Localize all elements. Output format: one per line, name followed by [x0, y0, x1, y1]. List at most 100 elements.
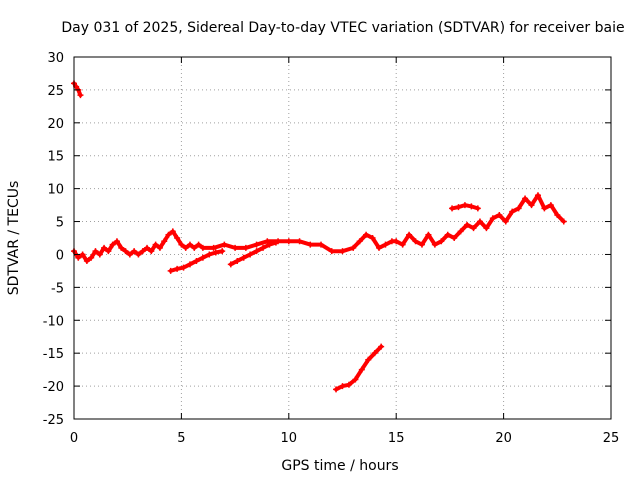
data-point	[253, 248, 260, 255]
data-point	[180, 264, 187, 271]
y-tick-label: -10	[43, 314, 64, 329]
data-point	[468, 203, 475, 210]
data-point	[382, 241, 389, 248]
data-point	[547, 202, 554, 209]
data-point	[232, 244, 239, 251]
data-point	[227, 261, 234, 268]
data-point	[272, 239, 279, 246]
data-point	[418, 241, 425, 248]
data-point	[496, 211, 503, 218]
data-point	[476, 218, 483, 225]
data-point	[457, 228, 464, 235]
data-point	[242, 244, 249, 251]
data-point	[464, 221, 471, 228]
data-point	[358, 366, 365, 373]
data-point	[376, 244, 383, 251]
data-point	[474, 205, 481, 212]
series-line	[72, 81, 83, 98]
data-point	[118, 244, 125, 251]
data-point	[509, 208, 516, 215]
data-point	[560, 218, 567, 225]
x-tick-label: 0	[70, 431, 78, 446]
data-point	[431, 241, 438, 248]
y-tick-label: -5	[51, 281, 64, 296]
data-point	[444, 231, 451, 238]
data-point	[461, 202, 468, 209]
y-tick-label: -15	[43, 347, 64, 362]
data-point	[369, 235, 376, 241]
data-point	[131, 248, 138, 255]
data-point	[221, 241, 228, 248]
data-point	[449, 205, 456, 212]
data-point	[247, 251, 254, 258]
data-series	[449, 202, 481, 212]
data-point	[356, 238, 363, 245]
y-tick-label: 15	[47, 150, 64, 165]
data-point	[182, 244, 189, 251]
data-series	[227, 239, 279, 268]
data-point	[541, 205, 548, 212]
data-point	[83, 258, 90, 265]
data-series	[71, 80, 84, 99]
data-point	[534, 192, 541, 199]
data-series	[333, 343, 385, 393]
x-tick-label: 15	[388, 431, 405, 446]
data-point	[455, 204, 462, 211]
data-point	[425, 231, 432, 238]
data-point	[333, 386, 340, 393]
data-point	[412, 238, 419, 245]
data-point	[156, 244, 163, 251]
data-point	[352, 376, 359, 383]
data-point	[186, 261, 193, 268]
data-point	[438, 238, 445, 245]
data-point	[515, 205, 522, 212]
data-point	[483, 225, 490, 232]
data-point	[79, 251, 86, 258]
data-point	[161, 238, 168, 245]
data-point	[363, 231, 370, 238]
data-point	[174, 235, 181, 241]
data-point	[253, 241, 260, 248]
data-point	[406, 231, 413, 238]
y-tick-label: 25	[47, 84, 64, 99]
data-point	[264, 238, 271, 245]
data-point	[178, 241, 185, 248]
data-point	[234, 258, 241, 265]
data-point	[522, 195, 529, 202]
y-tick-label: 30	[47, 51, 64, 66]
x-tick-label: 25	[603, 431, 620, 446]
data-point	[109, 241, 116, 248]
data-point	[77, 92, 84, 99]
data-point	[96, 251, 103, 258]
data-point	[169, 228, 176, 235]
data-point	[191, 244, 198, 251]
data-point	[210, 244, 217, 251]
data-point	[75, 254, 82, 261]
data-point	[296, 238, 303, 245]
data-point	[148, 248, 155, 255]
y-tick-label: -20	[43, 380, 64, 395]
data-point	[212, 249, 219, 256]
x-axis-label: GPS time / hours	[281, 458, 398, 474]
x-tick-label: 10	[281, 431, 298, 446]
y-tick-label: -25	[43, 413, 64, 428]
data-point	[105, 248, 112, 255]
data-point	[152, 241, 159, 248]
tick-layer: 0 5 10 15 20 25 -25 -20 -15 -10 -5 0 5 10 15 20 25 30	[43, 51, 620, 446]
data-point	[502, 218, 509, 225]
data-point	[307, 241, 314, 248]
data-point	[489, 215, 496, 222]
data-point	[139, 248, 146, 255]
y-tick-label: 0	[56, 248, 64, 263]
data-point	[144, 244, 151, 251]
data-point	[378, 343, 385, 350]
x-tick-label: 5	[177, 431, 185, 446]
data-point	[318, 241, 325, 248]
data-point	[328, 248, 335, 255]
data-point	[451, 235, 458, 241]
data-point	[195, 241, 202, 248]
series-line	[72, 193, 566, 263]
data-point	[528, 202, 535, 209]
data-point	[186, 241, 193, 248]
